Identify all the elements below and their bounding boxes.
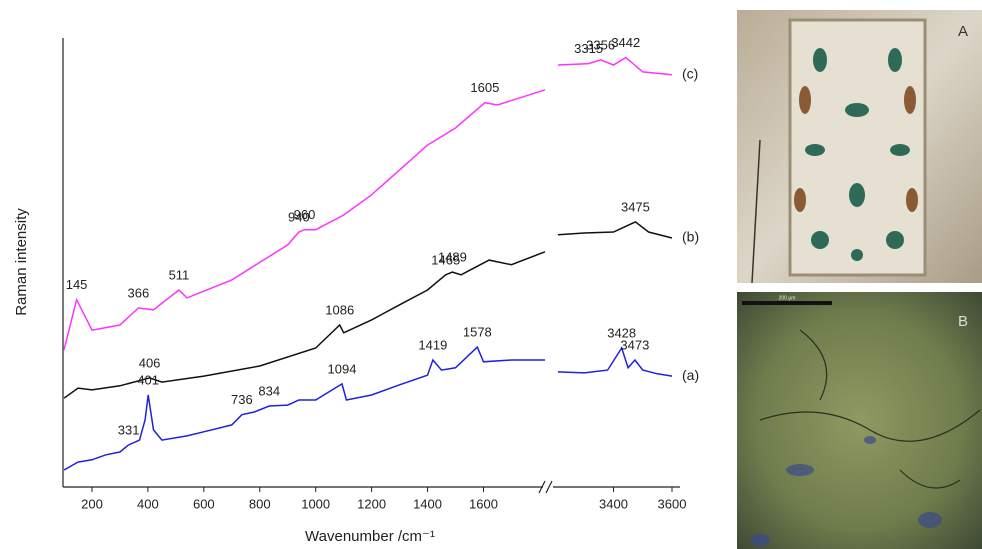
peak-label: 1086 <box>325 302 354 317</box>
x-tick-label: 200 <box>81 496 103 511</box>
x-tick-label: 1400 <box>413 496 442 511</box>
y-axis-title: Raman intensity <box>13 208 30 316</box>
spectrum-line <box>64 58 672 350</box>
peak-label: 366 <box>128 285 150 300</box>
peak-label: 1489 <box>438 250 467 265</box>
peak-label: 1419 <box>418 337 447 352</box>
x-tick-label: 3400 <box>599 496 628 511</box>
series-label: (c) <box>682 65 698 81</box>
chart: Raman intensity Wavenumber /cm⁻¹ 200 400 6… <box>13 35 699 545</box>
photo-b: 200 μm B <box>737 292 982 549</box>
peak-label: 736 <box>231 392 253 407</box>
peak-label: 3473 <box>620 337 649 352</box>
series-label: (b) <box>682 229 699 245</box>
photo-label: B <box>958 313 968 330</box>
series-label: (a) <box>682 367 699 383</box>
peak-label: 3475 <box>621 199 650 214</box>
x-tick-label: 1000 <box>301 496 330 511</box>
peak-label: 511 <box>169 267 190 282</box>
photo-a: A <box>737 10 982 283</box>
x-tick-label: 1200 <box>357 496 386 511</box>
peak-label: 834 <box>258 383 280 398</box>
peak-label: 1578 <box>463 325 492 340</box>
figure: A 200 μm B Raman intensity Wavenumber /c… <box>0 0 982 549</box>
x-tick-label: 1600 <box>469 496 498 511</box>
peak-label: 960 <box>294 207 316 222</box>
peak-label: 1094 <box>328 361 357 376</box>
scale-bar-label: 200 μm <box>779 295 796 301</box>
peak-label: 401 <box>137 372 159 387</box>
peak-label: 331 <box>118 423 140 438</box>
x-tick-label: 3600 <box>658 496 687 511</box>
peak-label: 3442 <box>611 35 640 50</box>
x-tick-label: 800 <box>249 496 271 511</box>
peak-label: 406 <box>139 355 161 370</box>
peak-label: 1605 <box>470 80 499 95</box>
peak-label: 145 <box>66 277 88 292</box>
x-axis-title: Wavenumber /cm⁻¹ <box>305 528 435 545</box>
x-tick-label: 600 <box>193 496 215 511</box>
photo-label: A <box>958 23 968 40</box>
x-tick-label: 400 <box>137 496 159 511</box>
